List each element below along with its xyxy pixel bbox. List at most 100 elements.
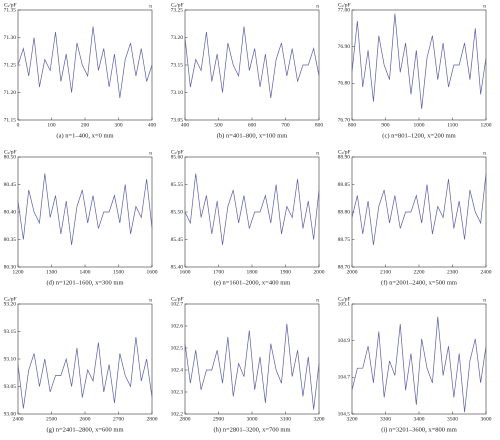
y-tick-label: 104.7 [338, 375, 351, 381]
data-line [17, 336, 153, 409]
y-tick-label: 93.05 [4, 384, 17, 390]
y-axis-label: Cₓ/pF [338, 2, 351, 8]
x-tick-label: 2400 [481, 269, 492, 275]
y-tick-label: 104.5 [338, 411, 351, 417]
y-tick-label: 80.50 [4, 154, 17, 160]
y-tick-label: 105.1 [338, 301, 351, 307]
x-tick-label: 2900 [213, 416, 224, 422]
y-tick-label: 102.6 [171, 323, 184, 329]
x-tick-label: 2200 [414, 269, 425, 275]
caption: (g) n=2401–2800, x=600 mm [46, 426, 123, 433]
y-tick-label: 71.15 [4, 117, 17, 123]
plot-frame [17, 9, 153, 121]
x-tick-label: 1700 [213, 269, 224, 275]
caption: (h) n=2801–3200, x=700 mm [213, 426, 290, 433]
y-axis-label: Cₓ/pF [4, 296, 17, 302]
x-tick-label: 3600 [481, 416, 492, 422]
y-tick-label: 85.45 [171, 237, 184, 243]
x-tick-label: 500 [214, 122, 223, 128]
x-tick-label: 1900 [280, 269, 291, 275]
y-tick-label: 76.80 [338, 81, 351, 87]
data-line [351, 13, 487, 110]
y-tick-label: 80.30 [4, 264, 17, 270]
y-tick-label: 102.4 [171, 367, 184, 373]
x-tick-label: 1600 [147, 269, 158, 275]
caption: (b) n=401–800, x=100 mm [217, 132, 288, 139]
caption: (d) n=1201–1600, x=300 mm [46, 279, 123, 286]
y-tick-label: 102.5 [171, 345, 184, 351]
y-tick-label: 80.40 [4, 209, 17, 215]
y-tick-label: 76.90 [338, 44, 351, 50]
caption: (e) n=1601–2000, x=400 mm [214, 279, 291, 286]
x-tick-label: 2700 [113, 416, 124, 422]
y-tick-label: 80.45 [4, 182, 17, 188]
y-tick-label: 102.7 [171, 301, 184, 307]
plot-frame [184, 9, 320, 121]
y-tick-label: 85.60 [171, 154, 184, 160]
x-tick-label: 700 [281, 122, 290, 128]
y-tick-label: 88.90 [338, 154, 351, 160]
x-tick-label: 1100 [447, 122, 458, 128]
y-tick-label: 85.40 [171, 264, 184, 270]
x-tick-label: 2000 [347, 269, 358, 275]
y-tick-label: 88.75 [338, 237, 351, 243]
x-tick-label: 400 [148, 122, 157, 128]
caption: (c) n=801–1200, x=200 mm [382, 132, 455, 139]
plot-frame [17, 303, 153, 415]
data-line [184, 173, 320, 246]
x-tick-label: 3100 [280, 416, 291, 422]
x-tick-label: 2300 [447, 269, 458, 275]
x-tick-label: 2800 [147, 416, 158, 422]
y-tick-label: 93.15 [4, 329, 17, 335]
x-tick-label: 1500 [113, 269, 124, 275]
y-tick-label: 71.20 [4, 90, 17, 96]
x-axis-label: n [316, 3, 319, 9]
x-axis-label: n [483, 3, 486, 9]
y-axis-label: Cₓ/pF [4, 149, 17, 155]
y-axis-label: Cₓ/pF [171, 149, 184, 155]
y-tick-label: 71.30 [4, 35, 17, 41]
x-tick-label: 3300 [380, 416, 391, 422]
y-tick-label: 73.20 [171, 35, 184, 41]
x-tick-label: 1200 [13, 269, 24, 275]
caption: (f) n=2001–2400, x=500 mm [381, 279, 457, 286]
x-axis-label: n [149, 3, 152, 9]
y-tick-label: 80.35 [4, 237, 17, 243]
x-tick-label: 100 [47, 122, 56, 128]
y-tick-label: 88.70 [338, 264, 351, 270]
data-line [184, 323, 320, 410]
y-tick-label: 85.50 [171, 209, 184, 215]
x-tick-label: 800 [348, 122, 357, 128]
x-tick-label: 900 [381, 122, 390, 128]
x-tick-label: 3200 [314, 416, 325, 422]
y-tick-label: 73.10 [171, 90, 184, 96]
y-tick-label: 93.20 [4, 301, 17, 307]
x-tick-label: 1000 [414, 122, 425, 128]
y-tick-label: 85.55 [171, 182, 184, 188]
caption: (i) n=3201–3600, x=800 mm [381, 426, 457, 433]
plot-frame [184, 156, 320, 268]
y-tick-label: 88.80 [338, 209, 351, 215]
plot-frame [17, 156, 153, 268]
y-tick-label: 71.35 [4, 7, 17, 13]
y-tick-label: 104.9 [338, 338, 351, 344]
x-tick-label: 3200 [347, 416, 358, 422]
y-axis-label: Cₓ/pF [338, 296, 351, 302]
x-tick-label: 1400 [80, 269, 91, 275]
y-tick-label: 76.70 [338, 117, 351, 123]
x-tick-label: 600 [248, 122, 257, 128]
caption: (a) n=1–400, x=0 mm [56, 132, 113, 139]
y-tick-label: 71.25 [4, 62, 17, 68]
x-tick-label: 3000 [247, 416, 258, 422]
x-tick-label: 2800 [180, 416, 191, 422]
x-axis-label: n [149, 150, 152, 156]
plot-frame [351, 9, 487, 121]
x-tick-label: 1200 [481, 122, 492, 128]
x-tick-label: 2500 [46, 416, 57, 422]
y-tick-label: 73.15 [171, 62, 184, 68]
x-tick-label: 800 [315, 122, 324, 128]
y-axis-label: Cₓ/pF [338, 149, 351, 155]
data-line [17, 26, 153, 99]
y-tick-label: 93.00 [4, 411, 17, 417]
